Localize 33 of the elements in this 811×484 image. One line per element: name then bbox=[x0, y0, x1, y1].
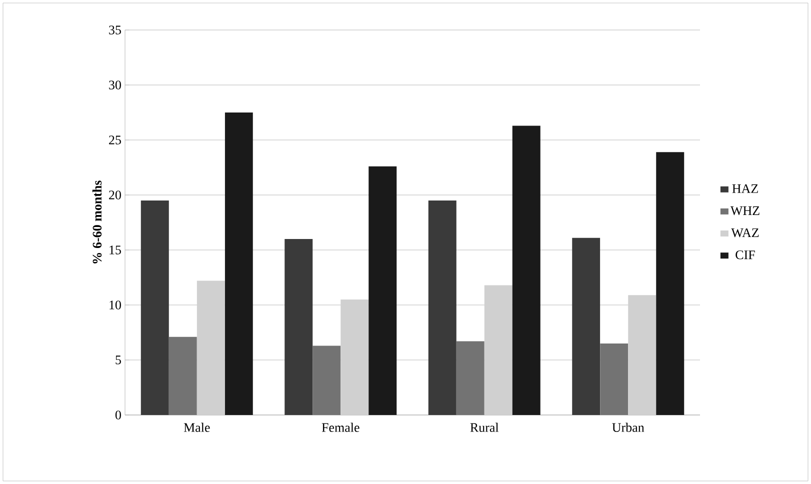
bar bbox=[312, 346, 341, 415]
bar bbox=[456, 341, 484, 415]
bar bbox=[512, 126, 540, 415]
bar bbox=[368, 166, 397, 415]
legend-label: HAZ bbox=[732, 184, 758, 193]
y-tick-label: 5 bbox=[116, 356, 121, 364]
x-tick-label: Urban bbox=[612, 422, 644, 432]
y-tick-label: 20 bbox=[109, 190, 121, 200]
x-tick-label: Male bbox=[184, 422, 210, 432]
legend-label: CIF bbox=[736, 250, 755, 260]
bar bbox=[196, 280, 225, 415]
y-tick-label: 30 bbox=[109, 80, 121, 90]
y-tick-label: 35 bbox=[109, 26, 121, 34]
bar bbox=[224, 112, 253, 415]
legend-label: WAZ bbox=[731, 228, 759, 238]
bar bbox=[656, 152, 684, 415]
legend-label: WHZ bbox=[730, 206, 760, 216]
bar bbox=[428, 200, 456, 415]
bar bbox=[484, 285, 512, 415]
y-tick-label: 25 bbox=[109, 136, 121, 144]
y-axis-title: % 6-60 months bbox=[92, 180, 102, 264]
bar bbox=[340, 299, 369, 415]
bar bbox=[284, 238, 313, 415]
bar bbox=[628, 295, 656, 415]
y-tick-label: 15 bbox=[110, 246, 121, 254]
bar bbox=[600, 343, 628, 415]
y-tick-label: 0 bbox=[115, 410, 121, 420]
y-tick-label: 10 bbox=[110, 300, 121, 310]
x-tick-label: Female bbox=[322, 422, 360, 432]
bar bbox=[168, 336, 197, 415]
bar bbox=[572, 238, 600, 415]
bar bbox=[140, 200, 169, 415]
x-tick-label: Rural bbox=[470, 422, 499, 432]
